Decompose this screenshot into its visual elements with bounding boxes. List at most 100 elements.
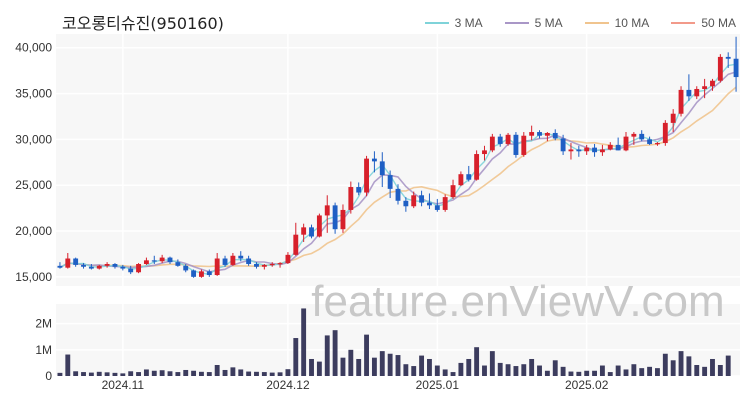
candle-body <box>261 264 267 267</box>
volume-bar <box>505 364 511 376</box>
volume-bar <box>686 356 692 376</box>
volume-bar <box>254 371 259 376</box>
legend-swatch-ma5 <box>504 22 529 24</box>
volume-bar <box>73 371 79 376</box>
volume-bar <box>112 372 118 376</box>
volume-bar <box>246 371 252 376</box>
volume-bar <box>269 372 275 376</box>
price-tick-label: 35,000 <box>15 87 52 101</box>
volume-bar <box>560 366 566 376</box>
candle-body <box>143 260 149 265</box>
volume-bar <box>434 365 440 376</box>
candle-body <box>505 134 511 144</box>
x-tick-label: 2024.12 <box>266 378 310 392</box>
candle-body <box>686 89 692 97</box>
candle-body <box>238 255 244 259</box>
volume-bar <box>57 372 63 376</box>
candle-body <box>269 264 275 266</box>
volume-bar <box>81 372 86 376</box>
candle-body <box>151 260 157 262</box>
volume-bar <box>670 360 676 376</box>
volume-bar <box>316 361 322 376</box>
volume-bar <box>199 371 204 376</box>
volume-bar <box>120 373 126 376</box>
volume-bar <box>474 347 480 376</box>
volume-bar <box>615 365 621 376</box>
candle-body <box>136 264 141 273</box>
volume-bar <box>513 366 519 376</box>
candle-body <box>592 147 597 153</box>
volume-tick-label: 0 <box>45 369 52 383</box>
candle-body <box>128 268 134 273</box>
price-panel-bg <box>56 34 740 286</box>
volume-bar <box>678 351 684 376</box>
legend-item-ma3: 3 MA <box>424 16 483 30</box>
candle-body <box>466 174 472 180</box>
candle-body <box>647 139 653 144</box>
volume-bar <box>450 372 456 376</box>
volume-bar <box>427 358 432 376</box>
legend: 3 MA 5 MA 10 MA 50 MA <box>424 16 736 30</box>
candle-body <box>623 136 629 151</box>
x-tick-label: 2025.02 <box>565 378 609 392</box>
candle-body <box>230 255 236 265</box>
volume-bar <box>167 371 173 376</box>
price-tick-label: 25,000 <box>15 178 52 192</box>
legend-label-ma5: 5 MA <box>534 16 563 30</box>
volume-bar <box>647 366 653 376</box>
candle-body <box>199 271 204 277</box>
candle-body <box>725 56 731 59</box>
candle-body <box>529 132 535 136</box>
volume-bar <box>725 355 731 376</box>
candle-body <box>568 149 574 152</box>
volume-bar <box>592 370 597 376</box>
volume-bar <box>191 370 197 376</box>
volume-bar <box>183 369 189 376</box>
candle-body <box>599 149 605 153</box>
volume-tick-label: 1M <box>35 343 52 357</box>
volume-bar <box>293 338 299 376</box>
candle-body <box>662 122 668 144</box>
candle-body <box>371 158 377 162</box>
candle-body <box>379 161 385 176</box>
volume-bar <box>403 364 409 376</box>
legend-item-ma5: 5 MA <box>504 16 563 30</box>
candle-body <box>497 136 503 144</box>
candle-body <box>340 209 346 230</box>
volume-bar <box>387 353 393 376</box>
candle-body <box>175 262 181 266</box>
candle-body <box>206 271 212 276</box>
candle-body <box>293 234 299 255</box>
volume-bar <box>411 366 417 376</box>
volume-bar <box>324 335 330 376</box>
candle-body <box>277 263 283 265</box>
volume-bar <box>159 370 165 376</box>
candle-body <box>427 202 432 206</box>
volume-bar <box>222 369 228 376</box>
volume-bar <box>552 360 558 376</box>
volume-bar <box>238 369 244 376</box>
legend-label-ma10: 10 MA <box>614 16 650 30</box>
candle-body <box>120 266 126 269</box>
candle-body <box>214 258 220 276</box>
candle-body <box>348 187 354 210</box>
legend-swatch-ma50 <box>671 22 696 24</box>
watermark-text: feature.enViewV.com <box>311 277 724 326</box>
volume-bar <box>710 358 715 376</box>
candle-body <box>301 227 307 235</box>
candle-body <box>395 188 401 201</box>
candle-body <box>285 254 291 264</box>
volume-bar <box>489 351 495 376</box>
volume-bar <box>482 365 487 376</box>
volume-bar <box>277 372 283 376</box>
legend-swatch-ma3 <box>424 22 449 24</box>
candle-body <box>513 134 519 155</box>
volume-bar <box>599 365 605 376</box>
volume-bar <box>662 353 668 376</box>
candle-body <box>411 195 417 207</box>
volume-bar <box>639 368 645 376</box>
volume-bar <box>529 358 535 376</box>
volume-bar <box>309 358 314 376</box>
candle-body <box>73 258 79 265</box>
